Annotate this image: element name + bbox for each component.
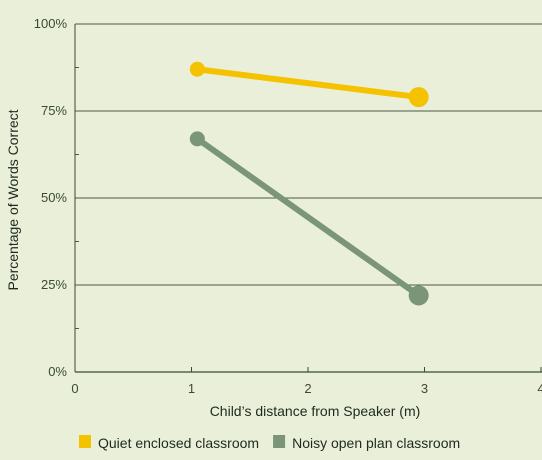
grid-lines	[75, 23, 542, 286]
series-line	[194, 66, 422, 101]
x-tick-label: 4	[537, 381, 542, 396]
series-layer	[189, 61, 429, 306]
legend-label: Quiet enclosed classroom	[98, 435, 259, 451]
y-tick-label: 25%	[41, 277, 67, 292]
y-tick-label: 0%	[48, 364, 67, 379]
x-tick-label: 0	[71, 381, 78, 396]
series-line	[194, 135, 422, 299]
data-point	[189, 131, 205, 147]
y-tick-label: 75%	[41, 103, 67, 118]
y-axis-ticks: 0% 25% 50% 75% 100%	[34, 16, 68, 379]
x-axis-ticks: 0 1 2 3 4	[71, 367, 542, 396]
legend-swatch	[79, 435, 91, 448]
data-point	[189, 61, 205, 77]
y-tick-label: 50%	[41, 190, 67, 205]
data-point	[408, 87, 429, 108]
data-point	[408, 285, 429, 306]
x-tick-label: 2	[304, 381, 311, 396]
x-axis-title: Child’s distance from Speaker (m)	[210, 403, 421, 419]
legend: Quiet enclosed classroom Noisy open plan …	[79, 435, 460, 451]
legend-swatch	[273, 435, 286, 448]
x-tick-label: 1	[188, 381, 195, 396]
legend-label: Noisy open plan classroom	[292, 435, 460, 451]
x-tick-label: 3	[421, 381, 428, 396]
y-tick-label: 100%	[34, 16, 68, 31]
y-axis-title: Percentage of Words Correct	[5, 109, 21, 290]
